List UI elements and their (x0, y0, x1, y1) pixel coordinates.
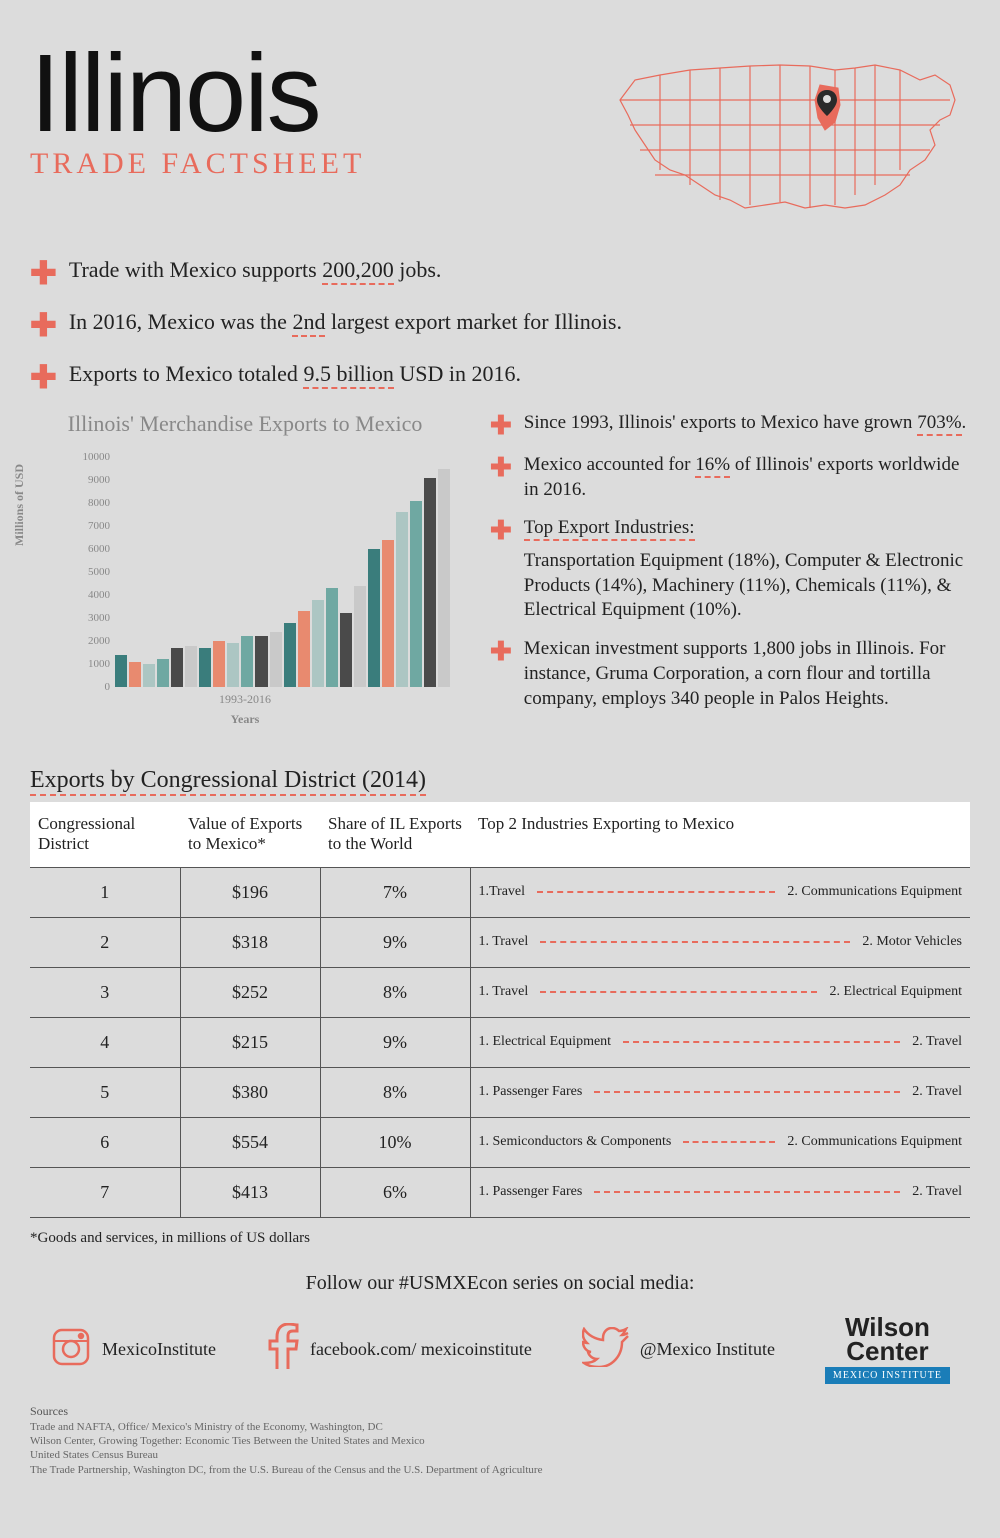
plus-icon: ✚ (490, 518, 512, 544)
instagram-link[interactable]: MexicoInstitute (50, 1326, 216, 1373)
chart-bar (129, 662, 141, 687)
chart-title: Illinois' Merchandise Exports to Mexico (30, 411, 460, 437)
chart-bar (298, 611, 310, 687)
table-footnote: *Goods and services, in millions of US d… (30, 1230, 970, 1247)
chart-bar (143, 664, 155, 687)
chart-bar (354, 586, 366, 687)
side-bullets: ✚Since 1993, Illinois' exports to Mexico… (490, 411, 970, 727)
table-header: Top 2 Industries Exporting to Mexico (470, 802, 970, 867)
plus-icon: ✚ (30, 257, 57, 289)
bullet-item: ✚Top Export Industries:Transportation Eq… (490, 516, 970, 623)
chart-xlabel: Years (30, 712, 460, 727)
plus-icon: ✚ (490, 455, 512, 481)
chart-bar (255, 636, 267, 687)
table-row: 4$2159%1. Electrical Equipment2. Travel (30, 1017, 970, 1067)
table-header: Congressional District (30, 802, 180, 867)
bullet-item: ✚Mexican investment supports 1,800 jobs … (490, 637, 970, 711)
sources: Sources Trade and NAFTA, Office/ Mexico'… (30, 1404, 970, 1477)
chart-bar (115, 655, 127, 687)
chart-bar (382, 540, 394, 687)
bullet-item: ✚In 2016, Mexico was the 2nd largest exp… (30, 307, 970, 341)
twitter-label: @Mexico Institute (640, 1339, 775, 1360)
chart-xrange: 1993-2016 (30, 692, 460, 707)
chart-ylabel: Millions of USD (12, 464, 27, 546)
chart-bar (157, 659, 169, 687)
instagram-icon (50, 1326, 92, 1373)
table-header: Share of IL Exports to the World (320, 802, 470, 867)
instagram-label: MexicoInstitute (102, 1339, 216, 1360)
table-row: 2$3189%1. Travel2. Motor Vehicles (30, 917, 970, 967)
twitter-link[interactable]: @Mexico Institute (582, 1327, 775, 1372)
bullet-item: ✚Exports to Mexico totaled 9.5 billion U… (30, 359, 970, 393)
subtitle: TRADE FACTSHEET (30, 147, 365, 181)
facebook-icon (266, 1323, 300, 1376)
top-bullets: ✚Trade with Mexico supports 200,200 jobs… (30, 255, 970, 393)
chart-bar (241, 636, 253, 687)
table-row: 6$55410%1. Semiconductors & Components2.… (30, 1117, 970, 1167)
bullet-item: ✚Since 1993, Illinois' exports to Mexico… (490, 411, 970, 439)
chart-bar (424, 478, 436, 687)
plus-icon: ✚ (490, 413, 512, 439)
chart-bar (368, 549, 380, 687)
chart-bar (171, 648, 183, 687)
table-row: 3$2528%1. Travel2. Electrical Equipment (30, 967, 970, 1017)
chart-bar (438, 469, 450, 688)
chart-bar (396, 512, 408, 687)
bullet-item: ✚Trade with Mexico supports 200,200 jobs… (30, 255, 970, 289)
bullet-item: ✚Mexico accounted for 16% of Illinois' e… (490, 453, 970, 502)
page-title: Illinois (30, 30, 365, 157)
table-row: 7$4136%1. Passenger Fares2. Travel (30, 1167, 970, 1217)
social-heading: Follow our #USMXEcon series on social me… (30, 1272, 970, 1295)
plus-icon: ✚ (30, 309, 57, 341)
chart-bar (227, 643, 239, 687)
chart-bar (185, 646, 197, 687)
us-map (600, 30, 970, 230)
table-title: Exports by Congressional District (2014) (30, 767, 970, 794)
social-row: MexicoInstitute facebook.com/ mexicoinst… (30, 1315, 970, 1384)
chart-bar (213, 641, 225, 687)
facebook-link[interactable]: facebook.com/ mexicoinstitute (266, 1323, 532, 1376)
chart-bar (312, 600, 324, 687)
plus-icon: ✚ (490, 639, 512, 665)
chart-bar (199, 648, 211, 687)
chart-bar (410, 501, 422, 687)
table-header: Value of Exports to Mexico* (180, 802, 320, 867)
exports-table: Congressional DistrictValue of Exports t… (30, 802, 970, 1218)
chart-bar (326, 588, 338, 687)
chart-bar (284, 623, 296, 687)
chart-bar (270, 632, 282, 687)
wilson-center-logo: Wilson Center MEXICO INSTITUTE (825, 1315, 950, 1384)
table-row: 5$3808%1. Passenger Fares2. Travel (30, 1067, 970, 1117)
table-row: 1$1967%1.Travel2. Communications Equipme… (30, 867, 970, 917)
chart-bar (340, 613, 352, 687)
twitter-icon (582, 1327, 630, 1372)
chart: Illinois' Merchandise Exports to Mexico … (30, 411, 460, 727)
plus-icon: ✚ (30, 361, 57, 393)
facebook-label: facebook.com/ mexicoinstitute (310, 1339, 532, 1360)
